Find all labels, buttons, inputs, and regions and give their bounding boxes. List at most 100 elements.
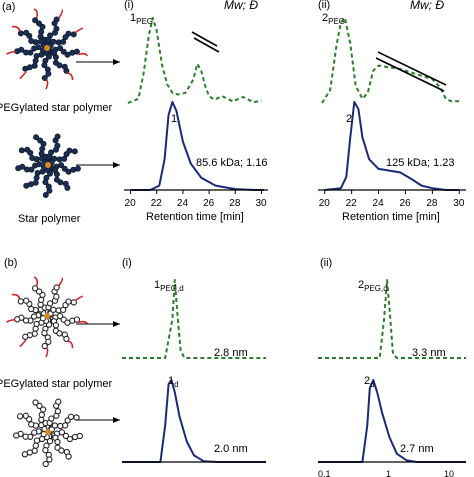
- arm-bead: [58, 447, 65, 454]
- series-label-star-1: 2: [346, 113, 352, 125]
- series-1-line: [130, 101, 265, 191]
- arm-bead: [70, 299, 77, 306]
- arm-bead: [42, 179, 49, 186]
- annotation-peg-2: 2.8 nm: [214, 347, 248, 359]
- arm-bead: [24, 146, 31, 153]
- charts: 20 22 24 26 28 30 Retention time [min] 85.6 kDa…: [122, 12, 466, 477]
- annotation-1: 125 kDa; 1.23: [386, 157, 455, 169]
- x-tick-label-0-26: 26: [203, 198, 215, 209]
- x-tick-label-3-2: 10: [444, 469, 454, 477]
- arm-bead: [47, 32, 54, 39]
- x-tick-label-1-30: 30: [453, 198, 465, 209]
- x-tick-label-0-24: 24: [177, 198, 189, 209]
- arm-bead: [60, 48, 67, 55]
- arm-bead: [23, 182, 30, 189]
- arm-bead: [61, 155, 68, 162]
- x-tick-label-1-22: 22: [346, 198, 358, 209]
- arm-bead: [22, 433, 29, 440]
- arm-bead: [28, 38, 35, 45]
- arm-bead: [32, 57, 39, 64]
- x-tick-label-0-20: 20: [125, 198, 137, 209]
- arm-bead: [28, 305, 35, 313]
- arm-bead: [60, 38, 67, 45]
- arm-bead: [31, 285, 39, 292]
- arm-bead: [73, 316, 81, 323]
- arm-bead: [62, 422, 69, 429]
- peg-chain: [78, 52, 88, 57]
- polymer-illustrations: [6, 8, 88, 468]
- arm-bead: [32, 325, 39, 332]
- arm-bead: [51, 422, 59, 429]
- arm-bead: [14, 316, 21, 323]
- arm-bead: [57, 45, 64, 52]
- x-tick-label-1-26: 26: [399, 198, 411, 209]
- arm-bead: [56, 62, 63, 69]
- annotation-star-3: 2.7 nm: [400, 443, 434, 455]
- break-line-1b: [193, 37, 220, 53]
- arm-bead: [23, 166, 30, 173]
- arm-bead: [53, 171, 60, 178]
- arrow-head-3: [113, 417, 120, 423]
- arm-bead: [54, 142, 61, 149]
- arm-bead: [50, 306, 57, 313]
- x-tick-label-3-1: 1: [386, 469, 391, 477]
- arm-bead: [65, 30, 72, 37]
- arm-bead: [62, 432, 70, 440]
- arm-bead: [33, 134, 40, 141]
- series-2d-line: [318, 379, 466, 463]
- arm-bead: [22, 333, 29, 340]
- arm-bead: [28, 421, 35, 428]
- arm-bead: [52, 54, 59, 61]
- panel-b-label: (b): [4, 257, 17, 269]
- arm-bead: [22, 49, 29, 56]
- arm-bead: [63, 335, 70, 343]
- arm-bead: [73, 48, 80, 55]
- arm-bead: [41, 342, 48, 350]
- series-label-peg-3: 2PEG,d: [358, 279, 388, 293]
- arm-bead: [16, 413, 24, 420]
- arm-bead: [31, 429, 38, 436]
- series-1peg-line: [127, 17, 262, 104]
- arm-bead: [38, 411, 45, 418]
- arm-bead: [67, 413, 75, 420]
- arm-bead: [53, 293, 60, 300]
- peg-star-caption-b: PEGylated star polymer: [0, 378, 112, 390]
- x-tick-label-3-0: 0.1: [318, 469, 331, 477]
- arm-bead: [21, 451, 29, 458]
- break-line-2b: [375, 57, 445, 92]
- arm-bead: [58, 429, 66, 436]
- arm-bead: [66, 147, 73, 154]
- arm-bead: [39, 145, 46, 152]
- arm-bead: [41, 75, 48, 82]
- arm-bead: [46, 456, 53, 463]
- arm-bead: [76, 432, 83, 440]
- series-2-line: [324, 101, 460, 191]
- arm-bead: [74, 165, 81, 172]
- break-line-2a: [377, 51, 447, 86]
- x-tick-label-0-28: 28: [229, 198, 241, 209]
- arm-bead: [60, 306, 67, 314]
- arm-bead: [41, 329, 48, 337]
- arm-bead: [48, 149, 55, 156]
- peg-chain: [19, 339, 27, 348]
- peg-chain: [6, 319, 17, 323]
- arm-bead: [33, 174, 40, 181]
- arm-bead: [22, 412, 29, 419]
- arm-bead: [31, 45, 38, 52]
- x-tick-label-0-22: 22: [151, 198, 163, 209]
- arm-bead: [38, 416, 45, 423]
- arm-bead: [23, 297, 30, 304]
- peg-star-caption-a: PEGylated star polymer: [0, 102, 112, 114]
- arm-bead: [46, 300, 54, 307]
- arm-bead: [38, 296, 45, 304]
- arm-bead: [37, 137, 44, 144]
- arm-bead: [17, 298, 24, 305]
- annotation-0: 85.6 kDa; 1.16: [196, 157, 268, 169]
- peg-chain: [66, 340, 74, 349]
- arm-bead: [64, 184, 71, 191]
- peg-chain: [66, 72, 74, 81]
- arm-bead: [61, 165, 68, 172]
- arm-bead: [41, 62, 48, 69]
- arm-bead: [65, 298, 72, 305]
